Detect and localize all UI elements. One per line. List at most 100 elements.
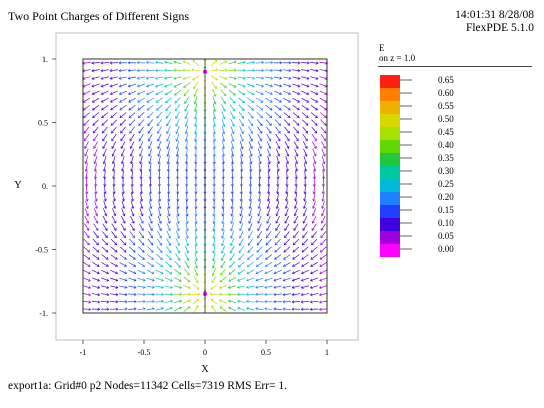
field-arrow	[249, 193, 252, 202]
field-arrowhead	[109, 69, 113, 73]
field-arrowhead	[267, 184, 271, 187]
field-arrow	[301, 105, 309, 111]
field-arrow	[195, 133, 197, 142]
field-arrow	[310, 246, 318, 253]
field-arrowhead	[115, 300, 119, 304]
field-arrowhead	[91, 76, 95, 80]
field-arrowhead	[176, 198, 180, 202]
field-arrowhead	[222, 131, 226, 135]
field-arrow	[266, 215, 271, 224]
field-arrow	[249, 163, 252, 172]
legend-level-label: 0.35	[438, 153, 454, 163]
y-axis-label: Y	[14, 180, 21, 191]
field-arrowhead	[210, 286, 214, 290]
field-arrow	[256, 104, 263, 111]
field-arrow	[158, 170, 161, 179]
field-arrow	[146, 83, 155, 87]
field-arrowhead	[291, 300, 295, 304]
field-arrowhead	[165, 108, 169, 111]
field-arrow	[120, 126, 126, 134]
field-arrow	[195, 223, 197, 232]
field-arrow	[320, 119, 327, 126]
field-arrowhead	[127, 68, 131, 73]
field-arrowhead	[111, 161, 115, 165]
field-arrow	[230, 111, 235, 119]
field-arrow	[157, 230, 162, 239]
field-arrowhead	[309, 300, 313, 304]
field-arrowhead	[185, 169, 189, 172]
field-arrowhead	[139, 184, 143, 187]
legend-swatch	[380, 192, 400, 205]
field-arrow	[182, 69, 191, 71]
field-arrow	[195, 125, 197, 135]
field-arrow	[265, 262, 273, 267]
field-arrowhead	[149, 213, 153, 217]
field-arrow	[164, 83, 173, 88]
field-arrowhead	[315, 76, 319, 80]
field-arrowhead	[132, 249, 136, 253]
field-arrowhead	[297, 84, 301, 88]
field-arrowhead	[111, 138, 115, 142]
field-arrow	[301, 112, 309, 118]
legend-swatch	[380, 231, 400, 244]
field-arrowhead	[274, 256, 277, 260]
field-arrow	[102, 223, 108, 231]
field-arrow	[110, 97, 118, 103]
field-arrowhead	[259, 138, 263, 142]
field-arrowhead	[277, 146, 281, 149]
field-arrow	[91, 300, 100, 303]
timestamp: 14:01:31 8/28/08	[455, 9, 534, 21]
field-arrowhead	[102, 138, 105, 142]
field-arrowhead	[296, 115, 300, 118]
field-arrowhead	[256, 249, 260, 253]
field-arrowhead	[133, 292, 137, 297]
field-arrow	[319, 104, 327, 111]
field-arrowhead	[279, 76, 283, 80]
field-arrowhead	[286, 161, 290, 165]
field-arrow	[194, 245, 198, 254]
field-arrow	[274, 105, 282, 111]
field-arrow	[92, 119, 99, 126]
y-axis-ticks: 1.0.50.-0.5-1.	[35, 55, 56, 318]
field-arrowhead	[291, 307, 295, 311]
field-arrowhead	[194, 221, 198, 225]
field-arrow	[111, 141, 117, 149]
field-arrow	[112, 208, 116, 216]
field-arrowhead	[178, 306, 182, 310]
field-arrow	[230, 140, 234, 149]
field-arrow	[246, 76, 255, 79]
field-arrowhead	[148, 168, 152, 172]
field-arrowhead	[83, 130, 87, 134]
field-arrow	[102, 141, 108, 149]
field-arrow	[113, 170, 115, 179]
field-arrowhead	[191, 68, 195, 72]
field-arrow	[301, 90, 309, 95]
field-arrowhead	[85, 191, 89, 195]
field-arrowhead	[250, 115, 254, 119]
field-arrowhead	[236, 292, 240, 296]
field-arrow	[320, 126, 327, 134]
field-arrow	[258, 170, 261, 179]
field-arrowhead	[103, 184, 107, 187]
field-arrow	[248, 126, 253, 134]
field-arrowhead	[106, 278, 110, 282]
field-arrowhead	[193, 86, 196, 89]
field-arrowhead	[175, 161, 179, 165]
field-arrowhead	[102, 153, 106, 157]
field-arrowhead	[224, 85, 227, 88]
field-arrowhead	[318, 307, 322, 311]
field-arrowhead	[322, 168, 326, 172]
field-arrow	[155, 269, 164, 275]
field-arrow	[319, 277, 328, 282]
field-arrow	[310, 112, 318, 118]
field-arrow	[111, 215, 117, 224]
field-arrow	[165, 246, 172, 253]
field-arrowhead	[319, 285, 322, 289]
x-tick-label: 0.5	[261, 348, 271, 357]
field-arrowhead	[175, 146, 179, 150]
field-arrowhead	[230, 221, 234, 225]
plot-frame	[55, 32, 359, 341]
field-arrowhead	[237, 306, 241, 310]
field-arrow	[85, 185, 88, 194]
field-arrow	[231, 208, 234, 217]
